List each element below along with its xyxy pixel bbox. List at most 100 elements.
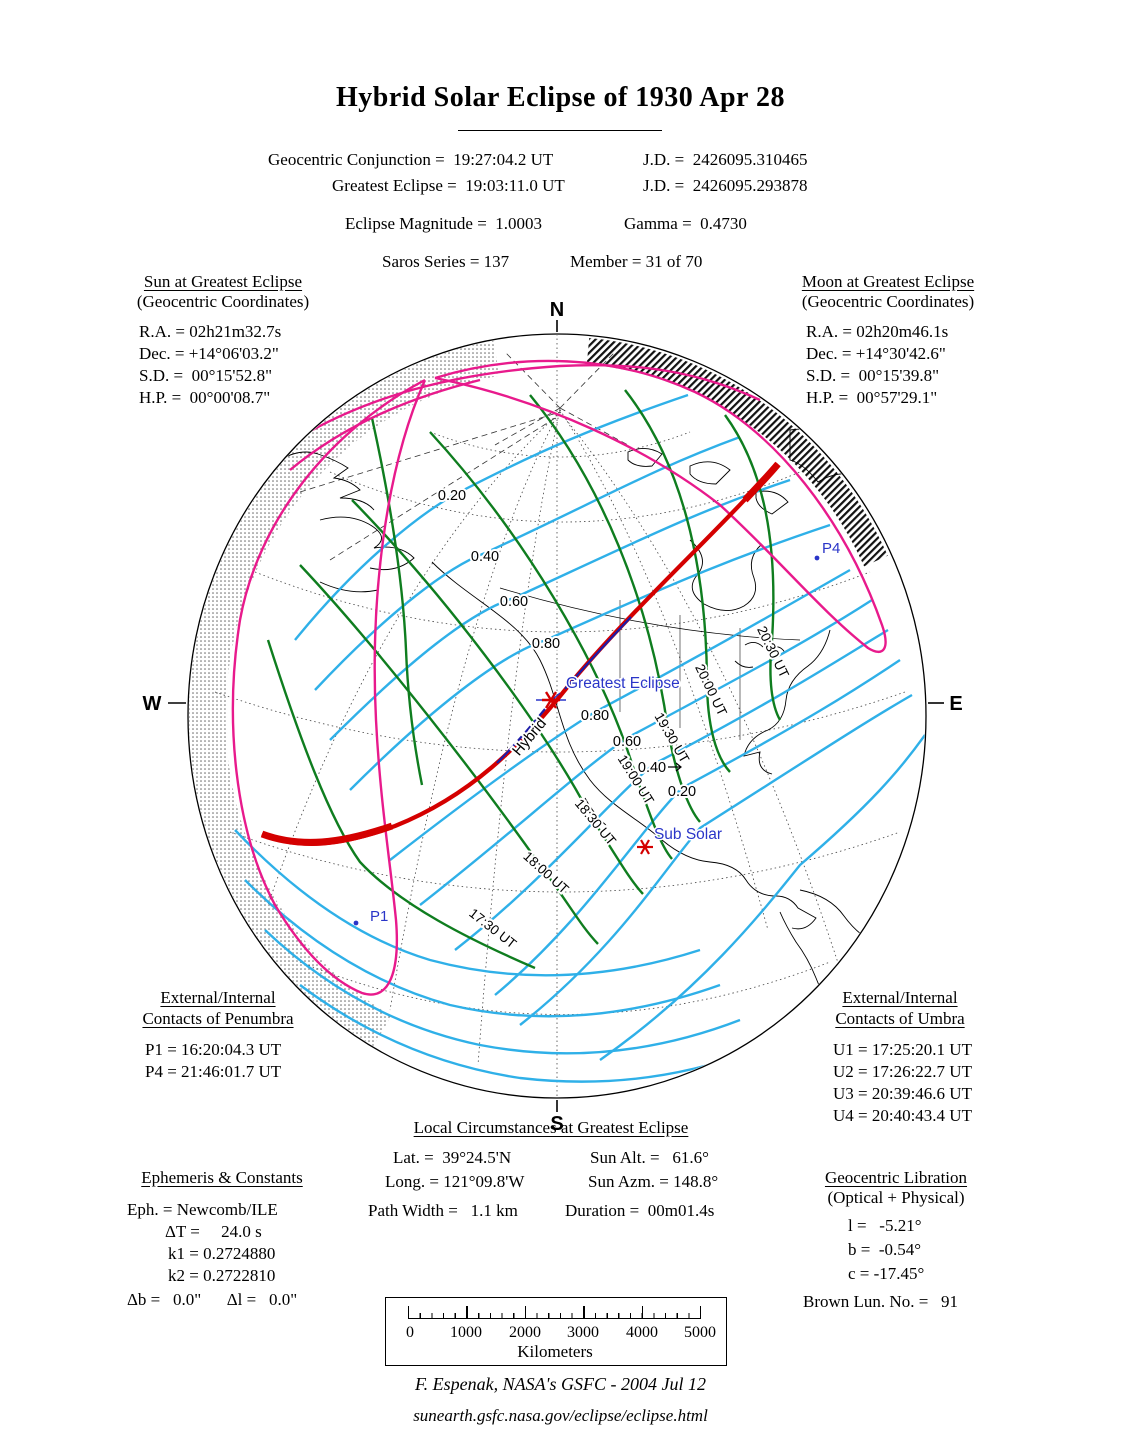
contact-u2: U2 = 17:26:22.7 UT — [833, 1062, 972, 1081]
compass-south: S — [550, 1113, 563, 1135]
magnitude-label: 0.20 — [668, 784, 696, 800]
moon-block-subtitle: (Geocentric Coordinates) — [801, 292, 975, 311]
umbra-header-1: External/Internal — [842, 988, 958, 1007]
scale-tick — [700, 1306, 702, 1319]
compass-east: E — [949, 693, 962, 715]
libration-l: l = -5.21° — [848, 1216, 922, 1235]
sub-solar-label: Sub Solar — [654, 826, 722, 843]
sun-hp: H.P. = 00°00'08.7" — [139, 388, 271, 407]
scale-baseline — [408, 1318, 701, 1320]
scale-minor-ticks — [408, 1313, 701, 1319]
scale-tick — [641, 1306, 643, 1319]
magnitude-contours — [234, 393, 925, 1083]
graticule — [214, 335, 906, 1097]
scale-tick — [524, 1306, 527, 1319]
sun-dec: Dec. = +14°06'03.2" — [139, 344, 279, 363]
magnitude-label: 0.80 — [581, 708, 609, 724]
sun-ra: R.A. = 02h21m32.7s — [139, 322, 282, 341]
p1-point — [353, 920, 359, 926]
moon-ra: R.A. = 02h20m46.1s — [806, 322, 949, 341]
sub-solar-star — [637, 839, 653, 855]
libration-b: b = -0.54° — [848, 1240, 922, 1259]
title-underline — [458, 130, 662, 131]
scale-label: 0 — [406, 1324, 414, 1341]
scale-label: 2000 — [509, 1324, 541, 1341]
local-long: Long. = 121°09.8'W — [385, 1172, 525, 1191]
libration-subtitle: (Optical + Physical) — [827, 1188, 965, 1207]
umbra-header-2: Contacts of Umbra — [835, 1009, 965, 1028]
scale-bar-box — [385, 1297, 727, 1366]
gamma: Gamma = 0.4730 — [624, 214, 747, 233]
local-sun-alt: Sun Alt. = 61.6° — [590, 1148, 709, 1167]
eph-source: Eph. = Newcomb/ILE — [127, 1200, 278, 1219]
scale-label: 3000 — [567, 1324, 599, 1341]
magnitude-label: 0.60 — [500, 594, 528, 610]
contact-u3: U3 = 20:39:46.6 UT — [833, 1084, 972, 1103]
local-lat: Lat. = 39°24.5'N — [393, 1148, 512, 1167]
magnitude-label: 0.60 — [613, 734, 641, 750]
saros-series: Saros Series = 137 — [382, 252, 510, 271]
compass-north: N — [550, 299, 564, 321]
contact-u4: U4 = 20:40:43.4 UT — [833, 1106, 972, 1125]
eph-k1: k1 = 0.2724880 — [168, 1244, 276, 1263]
contact-p1: P1 = 16:20:04.3 UT — [145, 1040, 282, 1059]
moon-block-title: Moon at Greatest Eclipse — [801, 272, 975, 291]
moon-sd: S.D. = 00°15'39.8" — [806, 366, 940, 385]
scale-unit: Kilometers — [517, 1342, 593, 1361]
p4-label: P4 — [822, 540, 840, 557]
magnitude-labels-nw: 0.20 0.40 0.60 0.80 — [436, 486, 562, 654]
scale-label: 1000 — [450, 1324, 482, 1341]
penumbra-limit-curves — [231, 359, 887, 996]
eph-delta-t: ΔT = 24.0 s — [165, 1222, 262, 1241]
sun-block-title: Sun at Greatest Eclipse — [143, 272, 303, 291]
scale-tick — [408, 1306, 410, 1319]
scale-tick — [466, 1306, 468, 1319]
sun-sd: S.D. = 00°15'52.8" — [139, 366, 273, 385]
magnitude-label: 0.40 — [471, 549, 499, 565]
ut-time-lines — [266, 389, 782, 970]
moon-dec: Dec. = +14°30'42.6" — [806, 344, 946, 363]
greatest-eclipse-star — [542, 691, 560, 709]
terminator-shading — [189, 336, 888, 1051]
greatest-eclipse-jd: J.D. = 2426095.293878 — [643, 176, 808, 195]
eph-k2: k2 = 0.2722810 — [168, 1266, 276, 1285]
eph-db-dl: Δb = 0.0" Δl = 0.0" — [127, 1290, 298, 1309]
compass-ticks — [168, 320, 944, 1112]
magnitude-labels-se: 0.80 0.60 0.40 0.20 — [579, 706, 698, 802]
geocentric-conjunction: Geocentric Conjunction = 19:27:04.2 UT — [268, 150, 554, 169]
local-path-width: Path Width = 1.1 km — [368, 1201, 518, 1220]
source-url: sunearth.gsfc.nasa.gov/eclipse/eclipse.h… — [413, 1406, 708, 1425]
local-sun-azm: Sun Azm. = 148.8° — [588, 1172, 719, 1191]
credit-line: F. Espenak, NASA's GSFC - 2004 Jul 12 — [415, 1374, 706, 1394]
compass-west: W — [143, 693, 162, 715]
total-segment — [496, 708, 546, 764]
greatest-eclipse-marker — [536, 691, 566, 709]
greatest-eclipse-time: Greatest Eclipse = 19:03:11.0 UT — [332, 176, 565, 195]
local-duration: Duration = 00m01.4s — [565, 1201, 715, 1220]
sun-block-subtitle: (Geocentric Coordinates) — [136, 292, 310, 311]
penumbra-header-1: External/Internal — [160, 988, 276, 1007]
libration-c: c = -17.45° — [848, 1264, 925, 1283]
magnitude-label: 0.80 — [532, 636, 560, 652]
magnitude-label: 0.40 — [638, 760, 666, 776]
scale-tick — [583, 1306, 585, 1319]
contact-p4: P4 = 21:46:01.7 UT — [145, 1062, 282, 1081]
p1-label: P1 — [370, 908, 388, 925]
page-title: Hybrid Solar Eclipse of 1930 Apr 28 — [336, 82, 785, 113]
pole-meridian-dashes — [299, 351, 629, 561]
magnitude-arrow — [668, 762, 682, 772]
local-circumstances-header: Local Circumstances at Greatest Eclipse — [413, 1118, 689, 1137]
total-segment — [564, 616, 632, 690]
p4-point — [814, 555, 820, 561]
penumbra-header-2: Contacts of Penumbra — [142, 1009, 294, 1028]
eclipse-magnitude: Eclipse Magnitude = 1.0003 — [345, 214, 543, 233]
contact-u1: U1 = 17:25:20.1 UT — [833, 1040, 972, 1059]
conjunction-jd: J.D. = 2426095.310465 — [643, 150, 808, 169]
brown-lunation: Brown Lun. No. = 91 — [803, 1292, 959, 1311]
central-path — [260, 461, 781, 846]
scale-label: 4000 — [626, 1324, 658, 1341]
scale-label: 5000 — [684, 1324, 716, 1341]
greatest-eclipse-label: Greatest Eclipse — [566, 675, 680, 692]
